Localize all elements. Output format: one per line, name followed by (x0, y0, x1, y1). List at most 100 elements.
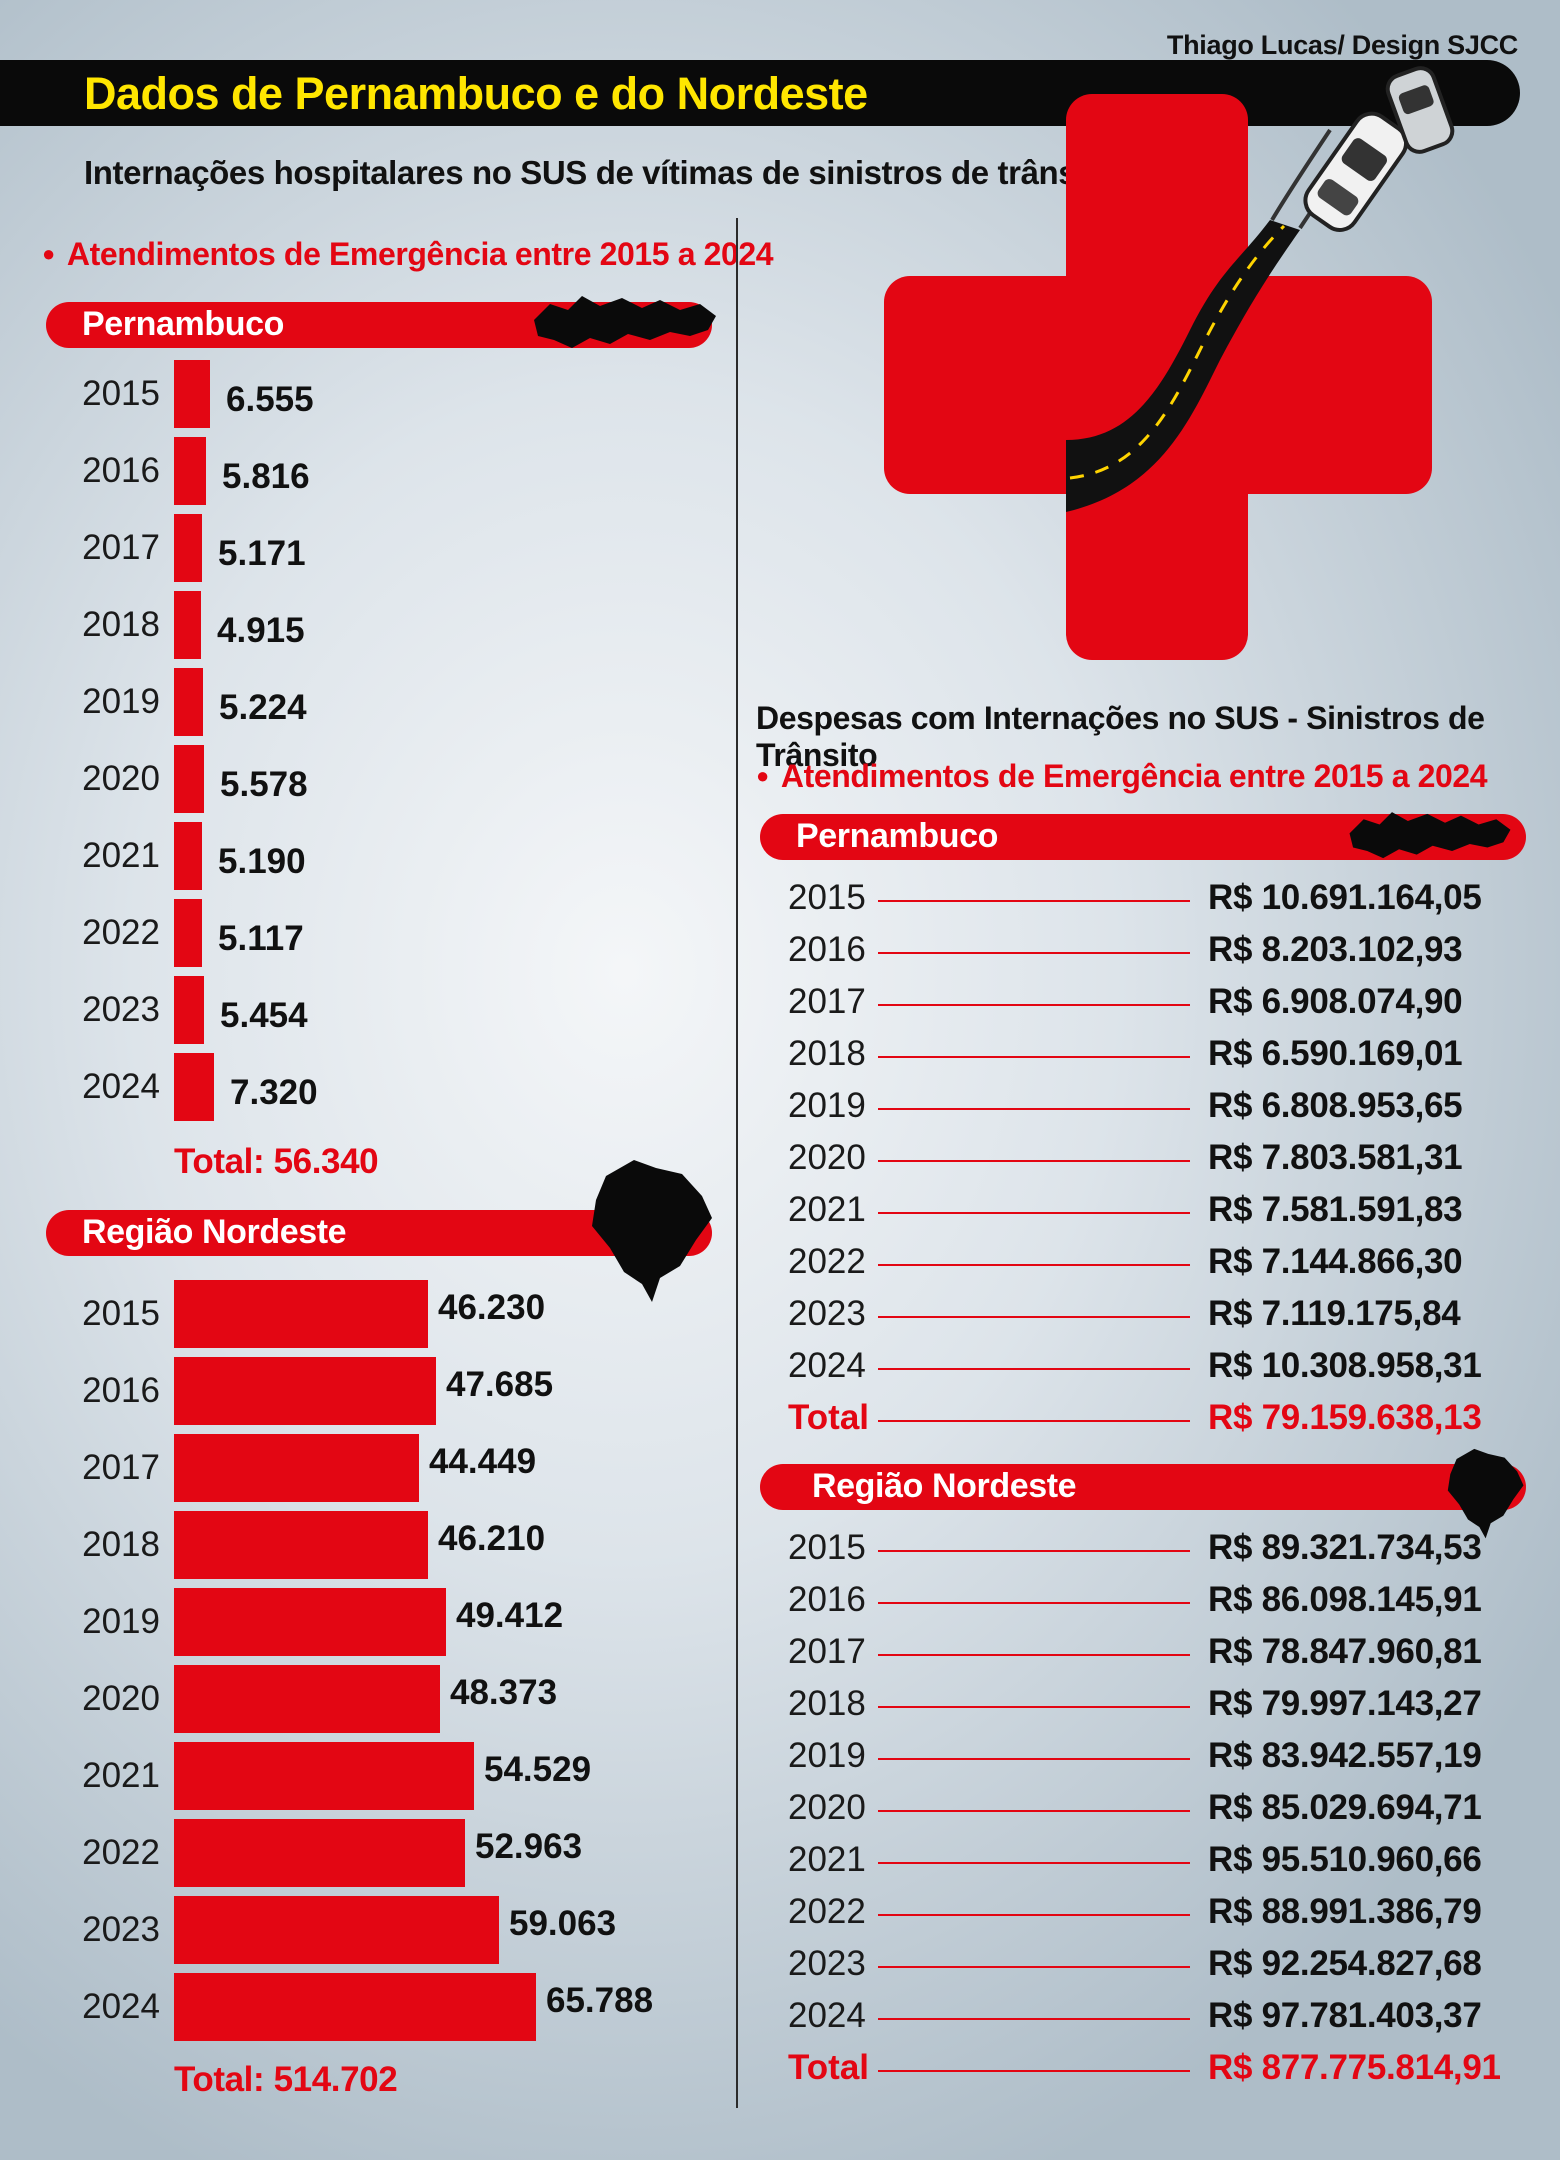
table-year: 2024 (788, 1346, 866, 1385)
table-value: R$ 89.321.734,53 (1208, 1528, 1482, 1567)
table-row-line (878, 1862, 1190, 1864)
table-value: R$ 86.098.145,91 (1208, 1580, 1482, 1619)
table-row-line (878, 1914, 1190, 1916)
table-row-line (878, 1316, 1190, 1318)
pernambuco-map-icon (534, 296, 716, 348)
table-row-line (878, 1056, 1190, 1058)
table-row-line (878, 1550, 1190, 1552)
table-year: 2017 (788, 1632, 866, 1671)
bar-value-label: 5.816 (222, 457, 310, 496)
bar-year-label: 2015 (82, 1294, 160, 1333)
bar-value-label: 48.373 (450, 1673, 558, 1712)
table-year: 2023 (788, 1944, 866, 1983)
bar-year-label: 2023 (82, 1910, 160, 1949)
bar-year-label: 2023 (82, 990, 160, 1029)
medical-cross-road-icon (884, 66, 1455, 660)
bar (174, 976, 204, 1044)
table-value: R$ 95.510.960,66 (1208, 1840, 1482, 1879)
bar-year-label: 2022 (82, 1833, 160, 1872)
bar (174, 1896, 499, 1964)
nordeste-map-icon (592, 1160, 712, 1302)
table-year: 2016 (788, 930, 866, 969)
table-year: 2023 (788, 1294, 866, 1333)
nordeste-expenses-pill-label: Região Nordeste (812, 1467, 1077, 1505)
bar-year-label: 2021 (82, 836, 160, 875)
pernambuco-total: Total: 56.340 (174, 1142, 379, 1181)
table-row-line (878, 1212, 1190, 1214)
bar-year-label: 2017 (82, 1448, 160, 1487)
table-year: 2018 (788, 1034, 866, 1073)
bar (174, 437, 206, 505)
table-value: R$ 7.144.866,30 (1208, 1242, 1463, 1281)
credit-text: Thiago Lucas/ Design SJCC (1166, 30, 1518, 60)
bar-year-label: 2024 (82, 1067, 160, 1106)
bar-year-label: 2018 (82, 605, 160, 644)
table-value: R$ 78.847.960,81 (1208, 1632, 1482, 1671)
bar-year-label: 2021 (82, 1756, 160, 1795)
bar (174, 514, 202, 582)
table-row-line (878, 1420, 1190, 1422)
table-value: R$ 6.908.074,90 (1208, 982, 1463, 1021)
table-row-line (878, 1602, 1190, 1604)
bar (174, 1280, 428, 1348)
bar (174, 1973, 536, 2041)
bar-value-label: 7.320 (230, 1073, 318, 1112)
table-value: R$ 97.781.403,37 (1208, 1996, 1482, 2035)
table-row-line (878, 1108, 1190, 1110)
right-section-title: Atendimentos de Emergência entre 2015 a … (756, 758, 1488, 795)
table-year: 2015 (788, 1528, 866, 1567)
table-year: 2024 (788, 1996, 866, 2035)
title-banner: Dados de Pernambuco e do Nordeste (0, 60, 1520, 126)
table-row-line (878, 1004, 1190, 1006)
bar-value-label: 5.224 (219, 688, 307, 727)
table-year: 2016 (788, 1580, 866, 1619)
table-year: 2019 (788, 1086, 866, 1125)
bar (174, 1511, 428, 1579)
table-row-line (878, 1706, 1190, 1708)
bar (174, 822, 202, 890)
table-value: R$ 92.254.827,68 (1208, 1944, 1482, 1983)
table-year: 2021 (788, 1190, 866, 1229)
nordeste-total: Total: 514.702 (174, 2060, 398, 2099)
bar-value-label: 46.210 (438, 1519, 546, 1558)
table-total-label: Total (788, 2048, 870, 2087)
table-year: 2022 (788, 1242, 866, 1281)
bar (174, 1819, 465, 1887)
table-year: 2020 (788, 1788, 866, 1827)
table-row-line (878, 952, 1190, 954)
expenses-heading: Despesas com Internações no SUS - Sinist… (756, 700, 1485, 773)
bar (174, 1742, 474, 1810)
table-year: 2017 (788, 982, 866, 1021)
nordeste-bar-chart: 2015 46.230 2016 47.685 2017 44.449 2018 46.210… (0, 0, 736, 2160)
table-total-value: R$ 877.775.814,91 (1208, 2048, 1501, 2087)
pernambuco-pill-label: Pernambuco (82, 305, 284, 343)
table-year: 2021 (788, 1840, 866, 1879)
column-divider (736, 218, 738, 2108)
table-row-line (878, 1810, 1190, 1812)
bar-value-label: 47.685 (446, 1365, 554, 1404)
bar (174, 899, 202, 967)
bar-value-label: 52.963 (475, 1827, 583, 1866)
table-row-line (878, 900, 1190, 902)
bar-year-label: 2016 (82, 1371, 160, 1410)
bar (174, 745, 204, 813)
table-value: R$ 8.203.102,93 (1208, 930, 1463, 969)
bar-value-label: 6.555 (226, 380, 314, 419)
pernambuco-bar-chart: 2015 6.555 2016 5.816 2017 5.171 2018 4.915 2019… (0, 0, 736, 2160)
table-row-line (878, 2070, 1190, 2072)
table-row-line (878, 1966, 1190, 1968)
bar (174, 360, 210, 428)
table-value: R$ 7.581.591,83 (1208, 1190, 1463, 1229)
bar-year-label: 2020 (82, 759, 160, 798)
bar-value-label: 4.915 (217, 611, 305, 650)
bar-value-label: 54.529 (484, 1750, 592, 1789)
table-row-line (878, 1654, 1190, 1656)
bar-year-label: 2022 (82, 913, 160, 952)
bar-value-label: 5.190 (218, 842, 306, 881)
bar-value-label: 5.117 (218, 919, 304, 958)
nordeste-pill-label: Região Nordeste (82, 1213, 347, 1251)
pernambuco-expenses-pill-label: Pernambuco (796, 817, 998, 855)
table-value: R$ 6.808.953,65 (1208, 1086, 1463, 1125)
